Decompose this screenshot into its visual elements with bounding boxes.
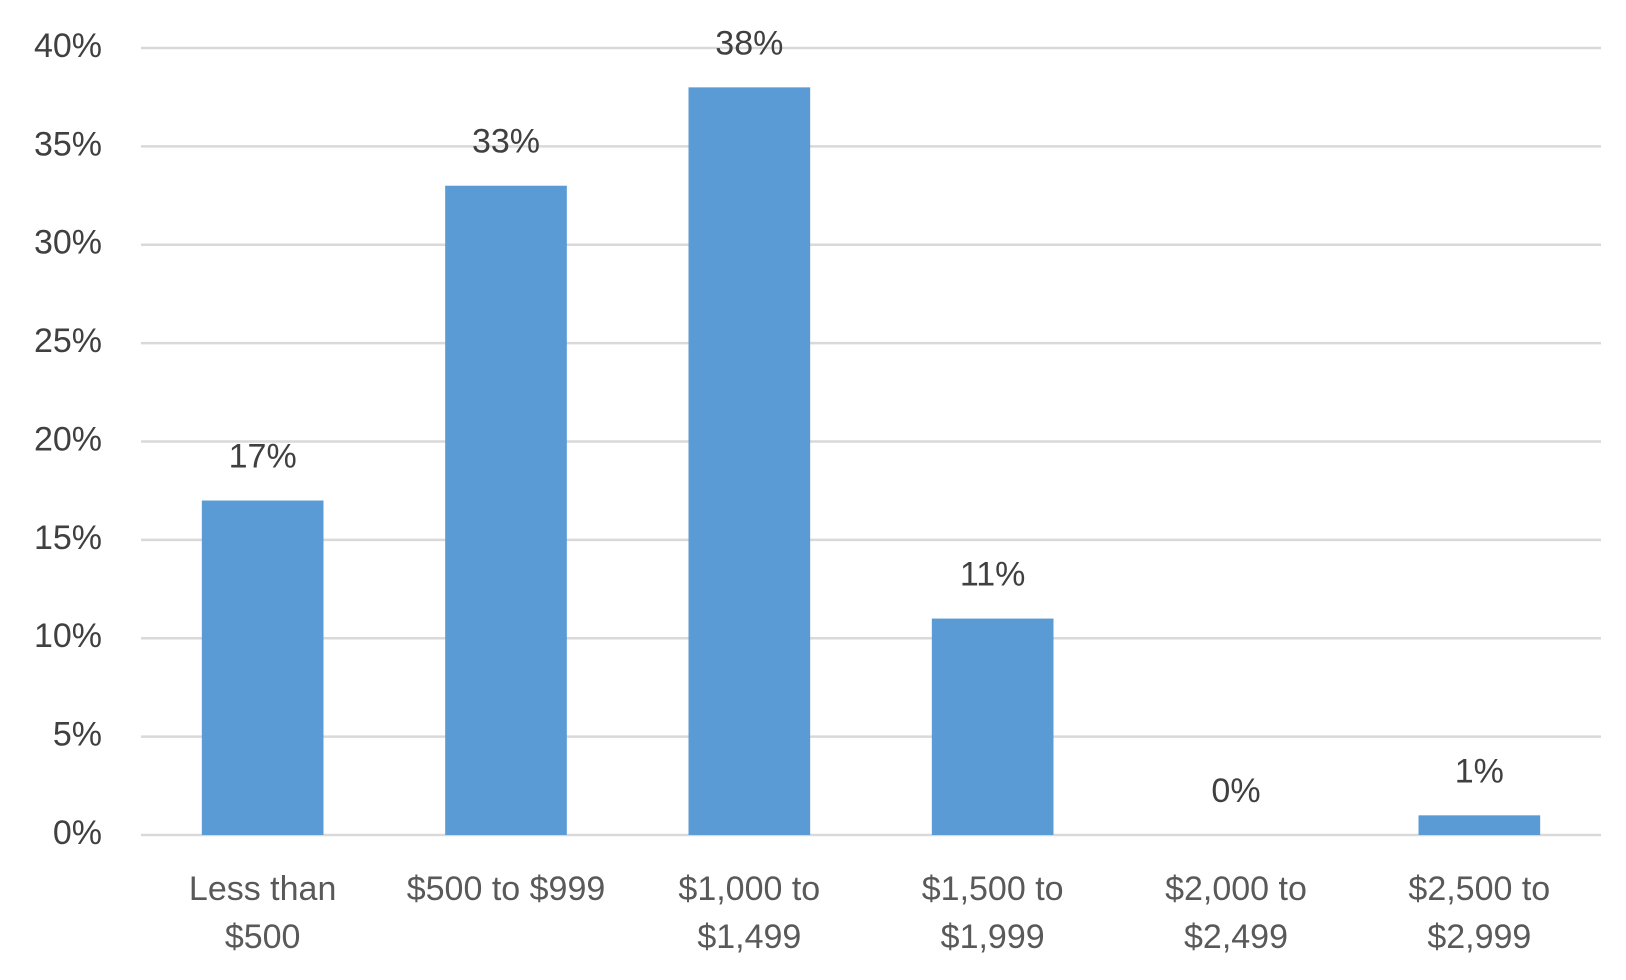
x-tick-label: $500 to $999 xyxy=(406,870,606,908)
x-tick-label: $2,500 to $2,999 xyxy=(1408,870,1551,956)
y-tick-label: 35% xyxy=(34,125,102,163)
x-tick-label: $1,000 to $1,499 xyxy=(678,870,821,956)
y-tick-label: 15% xyxy=(34,519,102,557)
data-label: 1% xyxy=(1455,752,1504,790)
x-tick-label: $2,000 to $2,499 xyxy=(1165,870,1307,956)
y-tick-label: 30% xyxy=(34,224,102,262)
y-tick-label: 40% xyxy=(34,27,102,65)
x-tick-label: $1,500 to $1,999 xyxy=(921,870,1064,956)
y-tick-label: 25% xyxy=(34,322,102,360)
y-tick-label: 5% xyxy=(53,716,102,754)
data-label: 11% xyxy=(960,556,1026,594)
bar xyxy=(931,618,1054,835)
bar xyxy=(201,500,324,835)
y-tick-label: 10% xyxy=(34,617,102,655)
data-label: 17% xyxy=(229,438,297,476)
data-label: 38% xyxy=(715,24,783,62)
bar xyxy=(445,185,567,836)
data-label: 0% xyxy=(1211,772,1260,810)
x-tick-label: Less than $500 xyxy=(188,870,337,956)
y-tick-label: 20% xyxy=(34,420,102,458)
bar xyxy=(688,87,811,836)
data-label: 33% xyxy=(472,123,540,161)
y-tick-label: 0% xyxy=(53,814,102,852)
bar xyxy=(1418,815,1541,835)
